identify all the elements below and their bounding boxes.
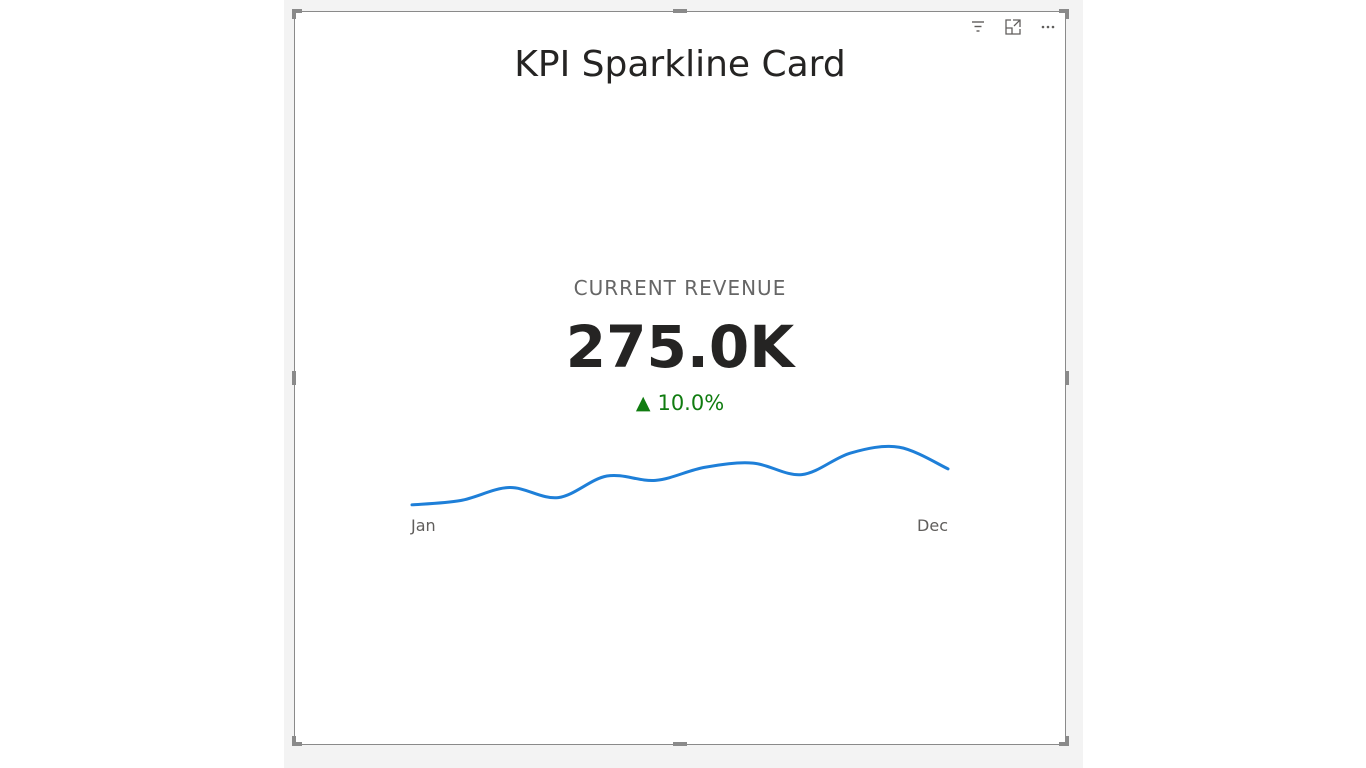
sparkline-point-sep <box>800 473 804 477</box>
sparkline-point-feb <box>459 498 463 502</box>
card-title: KPI Sparkline Card <box>514 44 846 85</box>
sparkline-point-aug <box>751 461 755 465</box>
resize-handle-top-right[interactable] <box>1059 9 1069 13</box>
resize-handle-top-left-vertical[interactable] <box>292 9 296 19</box>
kpi-change-indicator: ▲ 10.0% <box>294 391 1066 415</box>
sparkline-point-may <box>605 474 609 478</box>
resize-handle-bottom-right-vertical[interactable] <box>1065 736 1069 746</box>
kpi-value: 275.0K <box>565 313 795 381</box>
x-axis-start-label: Jan <box>411 516 436 535</box>
focus-mode-icon[interactable] <box>1003 17 1023 37</box>
x-axis-end-label: Dec <box>917 516 948 535</box>
resize-handle-left[interactable] <box>292 371 296 385</box>
filter-icon[interactable] <box>968 17 988 37</box>
trend-up-arrow-icon: ▲ <box>635 392 651 414</box>
resize-handle-bottom[interactable] <box>673 742 687 746</box>
resize-handle-top-left[interactable] <box>292 9 302 13</box>
sparkline-point-jun <box>654 478 658 482</box>
kpi-change-value: 10.0% <box>657 391 725 415</box>
sparkline-point-dec <box>946 467 950 471</box>
more-options-icon[interactable] <box>1038 17 1058 37</box>
resize-handle-right[interactable] <box>1065 371 1069 385</box>
sparkline-point-nov <box>897 445 901 449</box>
resize-handle-bottom-right[interactable] <box>1059 742 1069 746</box>
resize-handle-bottom-left[interactable] <box>292 742 302 746</box>
sparkline-series-line <box>410 444 950 507</box>
sparkline-point-oct <box>849 451 853 455</box>
resize-handle-bottom-left-vertical[interactable] <box>292 736 296 746</box>
visual-header-toolbar <box>968 17 1058 37</box>
kpi-label: CURRENT REVENUE <box>573 276 787 300</box>
sparkline-point-mar <box>507 486 511 490</box>
resize-handle-top-right-vertical[interactable] <box>1065 9 1069 19</box>
sparkline-point-apr <box>556 496 560 500</box>
sparkline-chart <box>410 444 950 507</box>
resize-handle-top[interactable] <box>673 9 687 13</box>
kpi-sparkline-visual[interactable] <box>294 11 1066 745</box>
sparkline-point-jan <box>410 503 414 507</box>
sparkline-point-jul <box>702 465 706 469</box>
